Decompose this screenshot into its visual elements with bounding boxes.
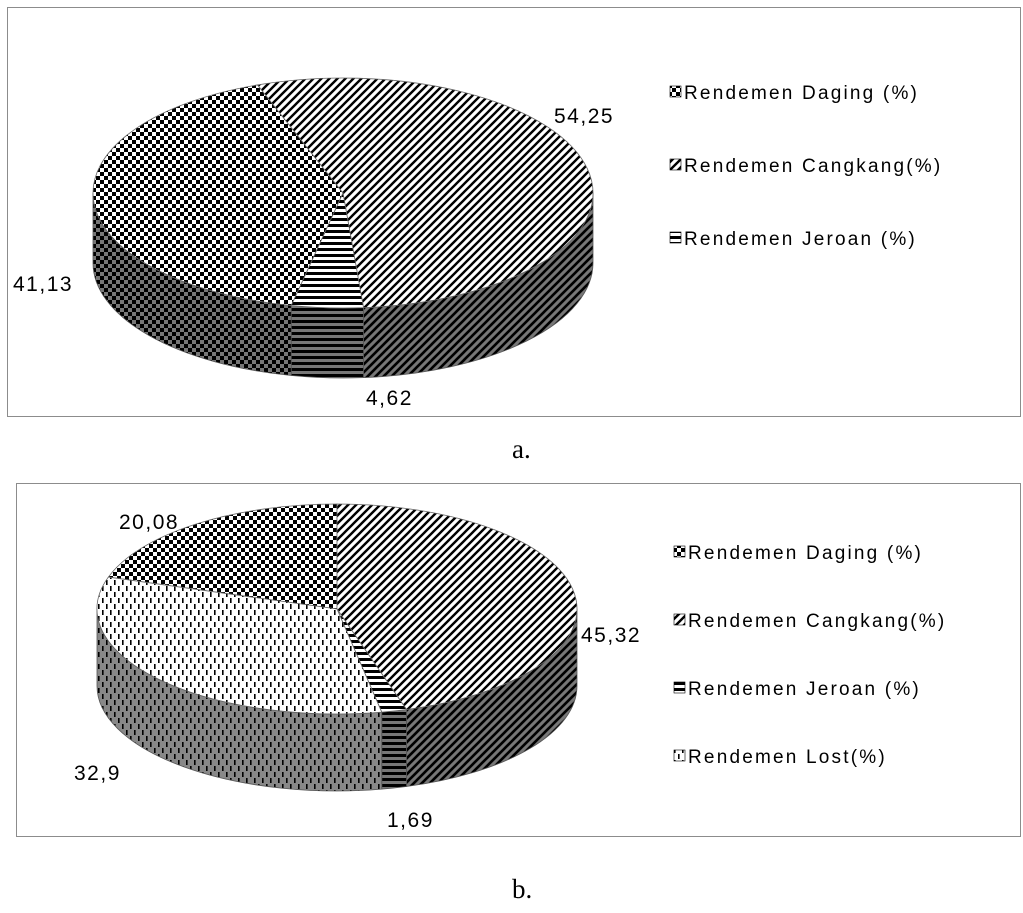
data-label: 4,62: [366, 387, 413, 410]
legend-swatch: [669, 231, 682, 244]
caption-a: a.: [512, 434, 531, 464]
legend-entry: Rendemen Jeroan (%): [688, 679, 921, 700]
pie-slice: [290, 191, 364, 309]
chart-panel-b: 20,08 45,32 1,69 32,9 Rendemen Daging (%) Ren…: [16, 483, 1021, 837]
legend-entry: Rendemen Cangkang(%): [684, 156, 942, 177]
pie-chart-b: 20,08 45,32 1,69 32,9 Rendemen Daging (%) Ren…: [74, 503, 946, 832]
legend-swatch: [673, 681, 686, 694]
pie-chart-a: 41,13 54,25 4,62 Rendemen Daging (%) Rendeme…: [13, 77, 942, 410]
data-label: 32,9: [74, 762, 121, 785]
legend-entry: Rendemen Lost(%): [688, 747, 887, 768]
data-label: 54,25: [554, 105, 614, 128]
legend-swatch: [673, 545, 686, 558]
legend-swatch: [669, 85, 682, 98]
legend-swatch: [669, 158, 682, 171]
data-label: 20,08: [119, 511, 179, 534]
pie-slice: [256, 77, 594, 309]
legend-entry: Rendemen Jeroan (%): [684, 229, 917, 250]
legend-swatch: [673, 749, 686, 762]
caption-b: b.: [512, 874, 533, 904]
chart-panel-a: 41,13 54,25 4,62 Rendemen Daging (%) Rendeme…: [7, 7, 1021, 417]
pie-slice: [92, 84, 344, 306]
pie-slice-side: [381, 709, 407, 790]
data-label: 41,13: [13, 273, 73, 296]
legend-swatch: [673, 613, 686, 626]
legend-entry: Rendemen Cangkang(%): [688, 611, 946, 632]
pie-slice: [107, 503, 338, 610]
legend-entry: Rendemen Daging (%): [688, 543, 923, 564]
data-label: 45,32: [581, 624, 641, 647]
legend-entry: Rendemen Daging (%): [684, 83, 919, 104]
pie-side-walls: [96, 608, 578, 792]
pie-slice-side: [290, 305, 364, 379]
data-label: 1,69: [387, 809, 434, 832]
pie-slice: [96, 576, 383, 715]
pie-slice: [336, 503, 578, 710]
